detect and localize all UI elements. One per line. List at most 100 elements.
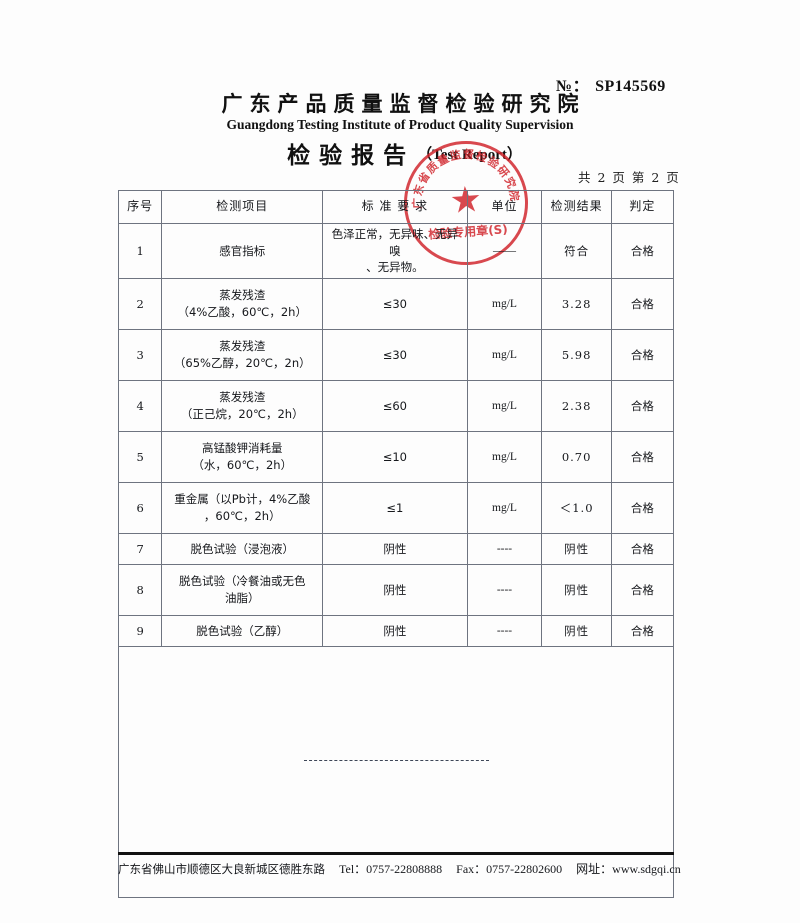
cell-item: 蒸发残渣 （65%乙醇，20℃，2n）: [161, 329, 324, 382]
table-empty-remainder-row: [118, 646, 674, 899]
footer-address: 广东省佛山市顺德区大良新城区德胜东路: [118, 862, 325, 876]
cell-item-line1: 蒸发残渣: [219, 288, 266, 303]
cell-verdict: 合格: [610, 278, 675, 331]
report-number-label: №：: [556, 78, 590, 95]
cell-item-line2: ，60℃，2h）: [203, 509, 281, 524]
cell-no: 4: [117, 380, 163, 433]
cell-item-line2: （水，60℃，2h）: [192, 458, 293, 473]
cell-unit: mg/L: [466, 380, 543, 433]
cell-item: 感官指标: [161, 222, 324, 280]
table-row: 1 感官指标 色泽正常，无异味、无异嗅 、无异物。 —— 符合 合格: [117, 222, 675, 280]
cell-standard: 阴性: [322, 533, 468, 566]
footer-divider: [118, 852, 674, 855]
cell-item-line1: 重金属（以Pb计，4%乙酸: [174, 492, 311, 507]
cell-unit: ——: [466, 222, 543, 280]
footer-telephone: Tel：0757-22808888: [339, 862, 443, 876]
cell-unit: mg/L: [466, 329, 543, 382]
test-results-table: 序号 检测项目 标 准 要 求 单位 检测结果 判定 1 感官指标 色泽正常，无…: [117, 190, 675, 899]
cell-item: 蒸发残渣 （正己烷，20℃，2h）: [161, 380, 324, 433]
column-header-standard: 标 准 要 求: [322, 190, 468, 224]
table-row: 3 蒸发残渣 （65%乙醇，20℃，2n） ≤30 mg/L 5.98 合格: [117, 329, 675, 382]
table-row: 7 脱色试验（浸泡液） 阴性 ---- 阴性 合格: [117, 533, 675, 566]
cell-item-line1: 高锰酸钾消耗量: [202, 441, 283, 456]
cell-unit: mg/L: [466, 482, 543, 535]
cell-standard: ≤30: [322, 329, 468, 382]
cell-standard-line1: 色泽正常，无异味、无异嗅: [331, 227, 459, 258]
cell-verdict: 合格: [610, 222, 675, 280]
cell-result: 阴性: [541, 533, 612, 566]
cell-item-line1: 蒸发残渣: [219, 390, 266, 405]
cell-item-line2: （4%乙酸，60℃，2h）: [177, 305, 307, 320]
cell-no: 2: [117, 278, 163, 331]
column-header-item: 检测项目: [161, 190, 324, 224]
table-row: 8 脱色试验（冷餐油或无色 油脂） 阴性 ---- 阴性 合格: [117, 564, 675, 617]
cell-no: 6: [117, 482, 163, 535]
cell-item-line2: 油脂）: [225, 591, 260, 606]
cell-item: 脱色试验（乙醇）: [161, 615, 324, 648]
cell-item: 脱色试验（浸泡液）: [161, 533, 324, 566]
cell-result: 3.28: [541, 278, 612, 331]
document-title-cn: 检验报告: [287, 142, 416, 169]
table-row: 2 蒸发残渣 （4%乙酸，60℃，2h） ≤30 mg/L 3.28 合格: [117, 278, 675, 331]
cell-verdict: 合格: [610, 482, 675, 535]
cell-verdict: 合格: [610, 431, 675, 484]
cell-item-line1: 感官指标: [219, 243, 266, 258]
column-header-result: 检测结果: [541, 190, 612, 224]
cell-result: 阴性: [541, 564, 612, 617]
table-header-row: 序号 检测项目 标 准 要 求 单位 检测结果 判定: [117, 190, 675, 224]
page-counter: 共 2 页 第 2 页: [578, 170, 681, 185]
cell-standard: 色泽正常，无异味、无异嗅 、无异物。: [322, 222, 468, 280]
footer-website: 网址：www.sdgqi.cn: [576, 862, 681, 876]
column-header-verdict: 判定: [610, 190, 675, 224]
end-of-report-area: [118, 646, 674, 899]
cell-result: 5.98: [541, 329, 612, 382]
cell-unit: ----: [466, 564, 543, 617]
cell-standard: ≤1: [322, 482, 468, 535]
cell-item: 蒸发残渣 （4%乙酸，60℃，2h）: [161, 278, 324, 331]
cell-verdict: 合格: [610, 329, 675, 382]
report-number-value: SP145569: [595, 78, 666, 95]
cell-unit: ----: [466, 615, 543, 648]
cell-no: 5: [117, 431, 163, 484]
cell-no: 9: [117, 615, 163, 648]
table-row: 9 脱色试验（乙醇） 阴性 ---- 阴性 合格: [117, 615, 675, 648]
organization-name-cn: 广东产品质量监督检验研究院: [221, 91, 586, 116]
cell-standard: ≤30: [322, 278, 468, 331]
cell-unit: ----: [466, 533, 543, 566]
cell-no: 3: [117, 329, 163, 382]
cell-item: 重金属（以Pb计，4%乙酸 ，60℃，2h）: [161, 482, 324, 535]
cell-no: 1: [117, 222, 163, 280]
test-results-table-container: 序号 检测项目 标 准 要 求 单位 检测结果 判定 1 感官指标 色泽正常，无…: [117, 190, 675, 899]
cell-unit: mg/L: [466, 278, 543, 331]
cell-verdict: 合格: [610, 615, 675, 648]
table-row: 5 高锰酸钾消耗量 （水，60℃，2h） ≤10 mg/L 0.70 合格: [117, 431, 675, 484]
cell-standard-line2: 、无异物。: [366, 260, 424, 275]
column-header-no: 序号: [117, 190, 163, 224]
document-title: 检验报告 （Test Report）: [0, 136, 800, 170]
cell-no: 7: [117, 533, 163, 566]
document-title-en: （Test Report）: [417, 146, 522, 163]
table-row: 4 蒸发残渣 （正己烷，20℃，2h） ≤60 mg/L 2.38 合格: [117, 380, 675, 433]
cell-standard: ≤10: [322, 431, 468, 484]
cell-result: 阴性: [541, 615, 612, 648]
cell-standard: ≤60: [322, 380, 468, 433]
footer-fax: Fax：0757-22802600: [456, 862, 563, 876]
cell-item: 脱色试验（冷餐油或无色 油脂）: [161, 564, 324, 617]
cell-standard: 阴性: [322, 564, 468, 617]
cell-item-line2: （正己烷，20℃，2h）: [180, 407, 304, 422]
report-number: №： SP145569: [556, 72, 666, 96]
cell-result: 0.70: [541, 431, 612, 484]
cell-result: 符合: [541, 222, 612, 280]
cell-standard: 阴性: [322, 615, 468, 648]
cell-item-line1: 蒸发残渣: [219, 339, 266, 354]
cell-verdict: 合格: [610, 380, 675, 433]
end-of-report-dashed-line: [303, 759, 489, 761]
cell-result: 2.38: [541, 380, 612, 433]
cell-item-line2: （65%乙醇，20℃，2n）: [173, 356, 311, 371]
cell-item: 高锰酸钾消耗量 （水，60℃，2h）: [161, 431, 324, 484]
table-row: 6 重金属（以Pb计，4%乙酸 ，60℃，2h） ≤1 mg/L ＜1.0 合格: [117, 482, 675, 535]
cell-no: 8: [117, 564, 163, 617]
cell-item-line1: 脱色试验（冷餐油或无色: [179, 574, 306, 589]
column-header-unit: 单位: [466, 190, 543, 224]
